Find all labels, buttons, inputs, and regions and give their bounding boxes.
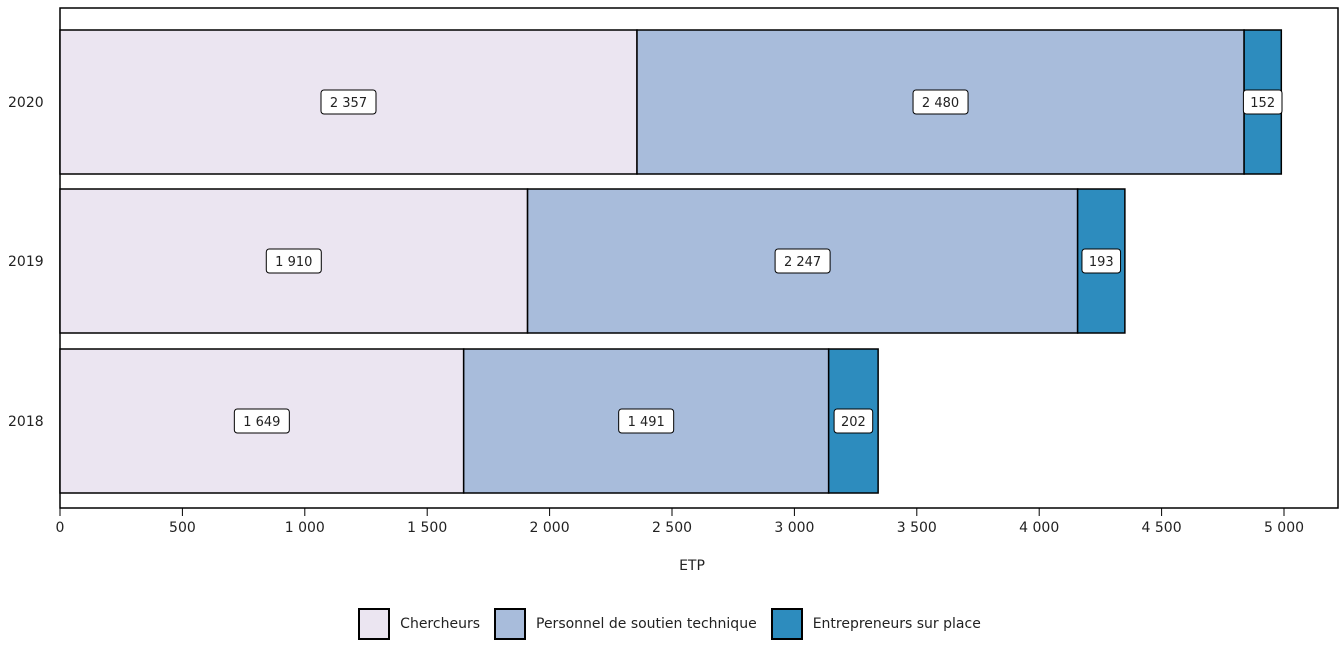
y-tick-label-2019: 2019 [8, 254, 44, 270]
legend-label-entrepreneurs: Entrepreneurs sur place [812, 616, 981, 632]
data-label-box [833, 408, 874, 434]
data-label-box [320, 89, 377, 115]
data-label-box [1242, 89, 1283, 115]
data-label: 1 649 [243, 415, 280, 430]
data-label: 1 910 [275, 255, 312, 270]
x-tick-label: 1 500 [407, 520, 447, 536]
data-label: 2 480 [922, 96, 959, 111]
y-tick-label-2018: 2018 [8, 414, 44, 430]
x-axis-title: ETP [679, 558, 705, 574]
x-tick-label: 5 000 [1264, 520, 1304, 536]
data-label-box [233, 408, 290, 434]
data-label: 2 357 [330, 96, 367, 111]
data-label-box [912, 89, 969, 115]
y-tick-label-2020: 2020 [8, 95, 44, 111]
legend-item-personnel-soutien: Personnel de soutien technique [494, 608, 757, 640]
x-axis: 0 500 1 000 1 500 2 000 2 500 3 000 3 500 4 000 4… [56, 508, 1304, 536]
x-tick-label: 2 500 [652, 520, 692, 536]
x-tick-label: 3 000 [774, 520, 814, 536]
data-label: 2 247 [784, 255, 821, 270]
legend-item-chercheurs: Chercheurs [358, 608, 480, 640]
legend-swatch-personnel-soutien [494, 608, 526, 640]
legend-item-entrepreneurs: Entrepreneurs sur place [770, 608, 981, 640]
x-tick-label: 0 [56, 520, 65, 536]
x-tick-label: 1 000 [285, 520, 325, 536]
x-tick-label: 3 500 [897, 520, 937, 536]
data-label-box [265, 248, 322, 274]
data-label-box [1081, 248, 1122, 274]
data-label-box [774, 248, 831, 274]
legend-swatch-chercheurs [358, 608, 391, 640]
x-tick-label: 4 500 [1142, 520, 1182, 536]
legend: Chercheurs Personnel de soutien techniqu… [0, 608, 1339, 640]
y-axis: 2020 2019 2018 [8, 95, 44, 430]
legend-label-personnel-soutien: Personnel de soutien technique [536, 616, 757, 632]
x-tick-label: 500 [169, 520, 196, 536]
bar-2020-chercheurs [59, 29, 638, 175]
legend-label-chercheurs: Chercheurs [400, 616, 480, 632]
data-label: 152 [1250, 96, 1275, 111]
data-label: 202 [841, 415, 866, 430]
data-label-box [618, 408, 675, 434]
data-labels-layer: 2 357 2 480 152 1 910 2 247 193 1 649 1 491 202 [233, 89, 1283, 434]
data-label: 193 [1089, 255, 1114, 270]
data-label: 1 491 [628, 415, 665, 430]
x-tick-label: 2 000 [530, 520, 570, 536]
x-tick-label: 4 000 [1019, 520, 1059, 536]
legend-swatch-entrepreneurs [770, 608, 803, 640]
